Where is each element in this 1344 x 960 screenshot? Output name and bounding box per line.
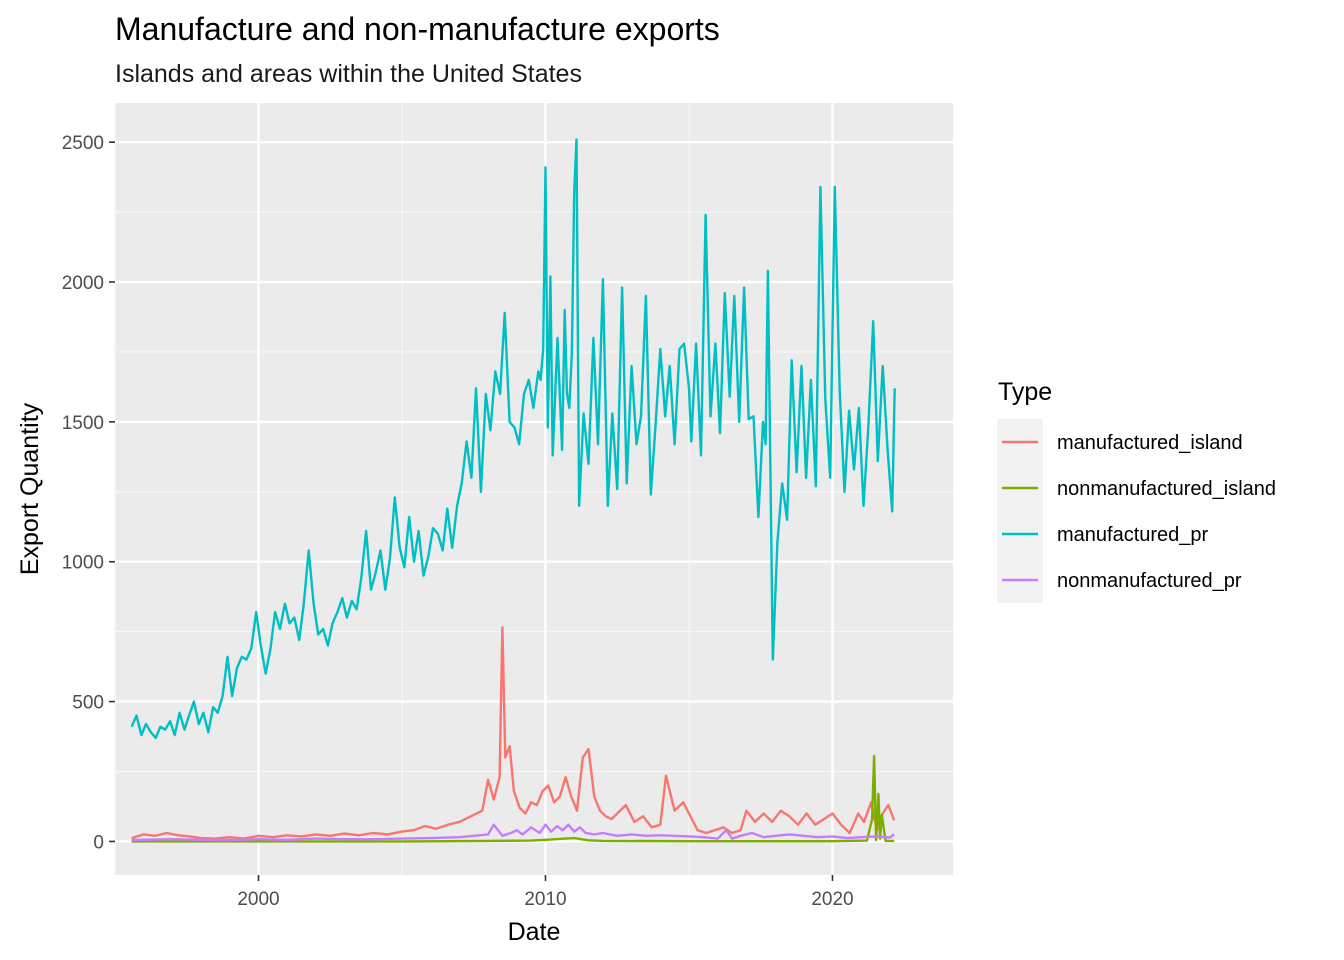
series-line-manufactured_pr bbox=[130, 138, 896, 740]
x-tick-label: 2000 bbox=[237, 889, 279, 910]
y-axis-title: Export Quantity bbox=[16, 402, 44, 575]
series-line-nonmanufactured_island bbox=[131, 754, 895, 843]
x-axis-title: Date bbox=[508, 918, 561, 946]
legend: Type manufactured_island nonmanufactured_… bbox=[997, 378, 1276, 603]
series-lines bbox=[130, 138, 896, 843]
x-tick-label: 2020 bbox=[811, 889, 853, 910]
x-tick-label: 2010 bbox=[524, 889, 566, 910]
legend-label-manufactured_island: manufactured_island bbox=[1057, 432, 1243, 454]
legend-label-manufactured_pr: manufactured_pr bbox=[1057, 524, 1209, 546]
y-tick-label: 500 bbox=[72, 693, 104, 714]
series-line-manufactured_island bbox=[131, 626, 896, 840]
chart-title: Manufacture and non-manufacture exports bbox=[115, 11, 720, 47]
y-tick-label: 2000 bbox=[62, 273, 104, 294]
y-tick-label: 0 bbox=[93, 832, 104, 853]
y-tick-label: 2500 bbox=[62, 133, 104, 154]
series-line-nonmanufactured_pr bbox=[131, 823, 895, 842]
legend-title: Type bbox=[998, 378, 1052, 406]
legend-label-nonmanufactured_island: nonmanufactured_island bbox=[1057, 478, 1276, 500]
y-tick-label: 1000 bbox=[62, 553, 104, 574]
chart-subtitle: Islands and areas within the United Stat… bbox=[115, 60, 582, 88]
plot-panel bbox=[115, 103, 953, 875]
y-tick-label: 1500 bbox=[62, 413, 104, 434]
axes: 2000 2010 2020 0 500 1000 1500 2000 2500 bbox=[62, 133, 854, 910]
legend-label-nonmanufactured_pr: nonmanufactured_pr bbox=[1057, 570, 1242, 592]
